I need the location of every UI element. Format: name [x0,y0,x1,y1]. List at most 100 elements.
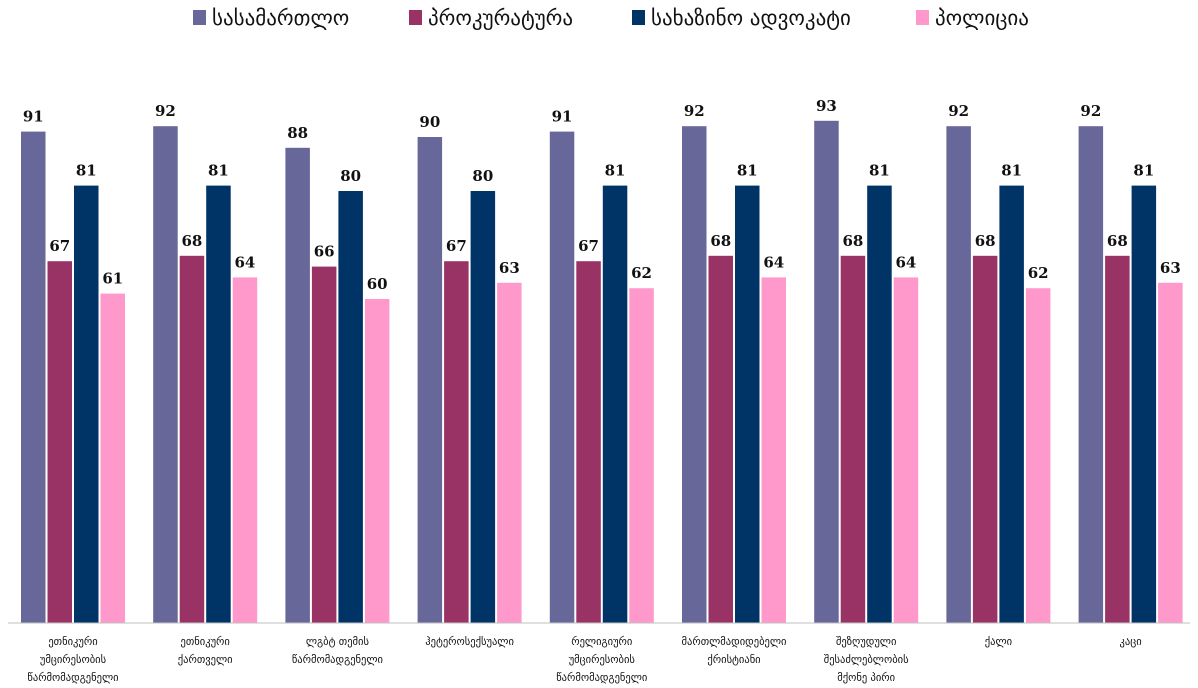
data-label: 81 [1133,162,1154,180]
bar [761,277,786,623]
data-label: 81 [1001,162,1022,180]
bar [867,185,892,623]
bar [497,282,522,623]
data-label: 68 [975,232,996,250]
bar [682,126,707,623]
data-label: 60 [367,275,388,293]
data-label: 81 [737,162,758,180]
bar [1158,282,1183,623]
legend-label: პროკურატურა [428,6,573,30]
data-label: 88 [287,124,308,142]
bar [629,288,654,623]
chart-legend: სასამართლო პროკურატურა სახაზინო ადვოკატი პო… [193,6,1029,30]
category-label: შეზღუდული [836,636,896,648]
data-label: 62 [1028,264,1049,282]
bar [576,261,601,623]
data-label: 80 [472,167,493,185]
bar [972,255,998,624]
category-label: ეთნიკური [48,636,97,648]
bar [21,131,46,623]
category-label: მქონე პირი [837,672,895,684]
category-label: რელიგიური [571,636,632,648]
data-label: 91 [23,108,44,126]
category-label: ქართველი [178,654,233,666]
data-label: 68 [710,232,731,250]
data-label: 68 [1107,232,1128,250]
bar [708,255,733,624]
data-label: 92 [1080,102,1101,120]
legend-label: პოლიცია [935,6,1029,30]
category-label: უმცირესობის [40,654,106,666]
bar [814,120,839,624]
bar [338,191,363,623]
legend-swatch [632,10,645,25]
category-label: ჰეტეროსექსუალი [425,636,514,648]
legend-label: სახაზინო ადვოკატი [651,6,851,30]
data-label: 67 [578,237,599,255]
category-label: წარმომადგენელი [556,672,647,684]
data-label: 64 [235,253,256,271]
data-label: 80 [340,167,361,185]
bar [153,126,178,623]
data-label: 68 [182,232,203,250]
bar [735,185,760,623]
data-label: 91 [552,108,573,126]
bar [206,185,231,623]
data-label: 81 [869,162,890,180]
data-label: 67 [446,237,467,255]
data-label: 63 [1160,259,1181,277]
bar [417,137,443,623]
data-label: 81 [76,162,97,180]
category-label: უმცირესობის [569,654,635,666]
bar [893,277,919,623]
bar [47,261,72,623]
legend-label: სასამართლო [212,6,349,30]
bar [311,266,337,623]
data-label: 93 [816,97,837,115]
bar [1025,288,1051,623]
data-label: 92 [684,102,705,120]
bar [946,126,971,623]
bar [444,261,469,623]
bar [232,277,258,623]
category-label: წარმომადგენელი [27,672,118,684]
category-labels: ეთნიკური უმცირესობის წარმომადგენელი ეთნიკურ… [27,636,1141,684]
bar [470,191,496,623]
bar [100,293,125,623]
category-label: ქრისტიანი [707,654,760,666]
category-label: შესაძლებლობის [824,654,909,666]
data-label: 66 [314,243,335,261]
bar [999,185,1024,623]
data-label: 81 [208,162,229,180]
bar [1078,126,1104,623]
category-label: ქალი [985,636,1012,648]
data-label: 64 [896,253,917,271]
data-label: 62 [631,264,652,282]
category-label: ლგბტ თემის [306,636,369,648]
legend-swatch [409,10,422,25]
data-label: 90 [419,113,440,131]
bar [1105,255,1130,624]
bar [364,299,390,623]
bar [840,255,866,624]
category-label: წარმომადგენელი [292,654,383,666]
data-label: 92 [155,102,176,120]
data-label: 67 [49,237,70,255]
category-label: ეთნიკური [181,636,230,648]
data-label: 81 [605,162,626,180]
bar [179,255,205,624]
data-label: 64 [763,253,784,271]
legend-swatch [916,10,929,25]
category-label: მართლმადიდებელი [682,636,787,648]
category-label: კაცი [1120,636,1142,648]
bar [285,147,310,624]
chart-bars: 91 67 81 61 92 68 81 64 88 66 80 60 90 67 80 63 91 67 81 62… [21,97,1183,624]
legend-swatch [193,10,206,25]
data-label: 61 [102,270,123,288]
bar [602,185,628,623]
bar [1131,185,1157,623]
bar [74,185,99,623]
data-label: 63 [499,259,520,277]
bar [549,131,575,623]
